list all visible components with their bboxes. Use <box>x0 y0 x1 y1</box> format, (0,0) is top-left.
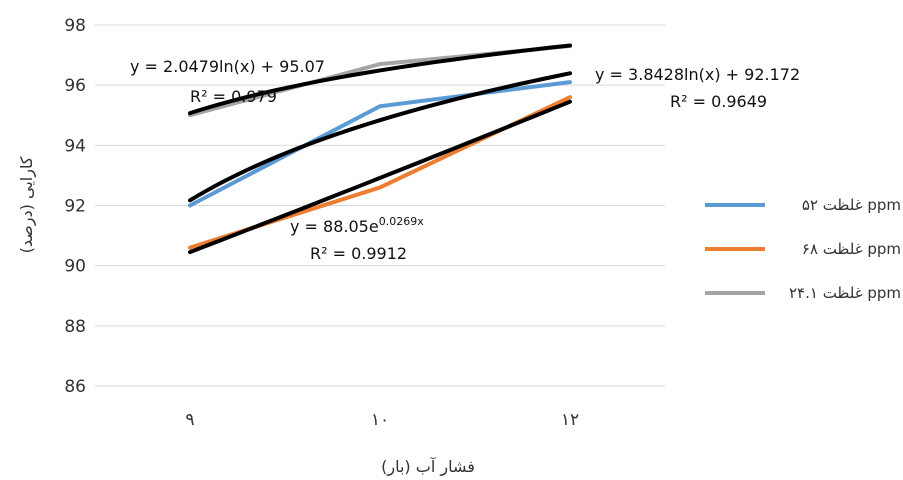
y-tick-label: 98 <box>64 16 86 36</box>
series-line-1 <box>188 80 572 208</box>
x-tick-label: ۱۲ <box>561 410 579 430</box>
x-axis-title: فشار آب (بار) <box>381 457 475 477</box>
x-axis-ticks: ۹ ۱۰ ۱۲ <box>185 410 579 430</box>
gridlines <box>95 24 665 387</box>
y-tick-label: 92 <box>64 197 86 217</box>
y-tick-label: 94 <box>64 136 86 156</box>
trendlines <box>188 43 572 255</box>
y-axis-ticks: 86 88 90 92 94 96 98 <box>64 16 86 397</box>
trendline-3-equation-exponent: 0.0269x <box>379 215 424 228</box>
trendline-2-equation: y = 3.8428ln(x) + 92.172 <box>595 65 800 84</box>
trendline-3-equation: y = 88.05e0.0269x <box>290 215 424 236</box>
trendline-2 <box>188 71 572 203</box>
legend: غلظت ۵۲ ppm غلظت ۶۸ ppm غلظت ۲۴.۱ ppm <box>705 196 901 302</box>
trendline-2-r2: R² = 0.9649 <box>670 92 767 111</box>
legend-label: غلظت ۶۸ ppm <box>802 240 901 258</box>
x-tick-label: ۹ <box>185 410 194 430</box>
trendline-3 <box>188 99 572 255</box>
trendline-1-equation: y = 2.0479ln(x) + 95.07 <box>130 57 325 76</box>
trendline-3-equation-base: y = 88.05e <box>290 217 379 236</box>
x-tick-label: ۱۰ <box>371 410 389 430</box>
y-tick-label: 96 <box>64 76 86 96</box>
y-tick-label: 86 <box>64 377 86 397</box>
y-axis-title: کارایی (درصد) <box>17 156 37 253</box>
legend-label: غلظت ۵۲ ppm <box>802 196 901 214</box>
y-tick-label: 90 <box>64 257 86 277</box>
trendline-1 <box>188 43 572 116</box>
legend-label: غلظت ۲۴.۱ ppm <box>789 284 901 302</box>
trendline-1-r2: R² = 0.979 <box>190 87 277 106</box>
trendline-3-r2: R² = 0.9912 <box>310 244 407 263</box>
y-tick-label: 88 <box>64 317 86 337</box>
